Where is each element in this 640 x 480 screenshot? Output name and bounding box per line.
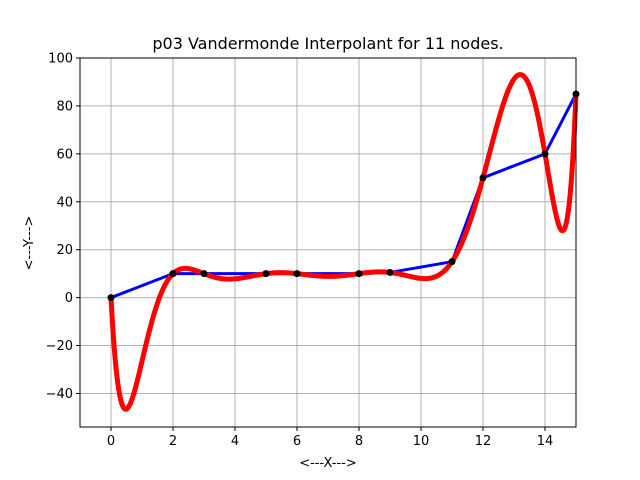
x-tick-label: 0 (107, 434, 115, 449)
interpolant-series-line (108, 72, 579, 412)
x-tick-label: 14 (537, 434, 554, 449)
x-tick-label: 2 (169, 434, 177, 449)
node-point (448, 258, 456, 266)
y-tick-label: 80 (56, 99, 73, 114)
node-point (479, 174, 487, 182)
plot-frame (79, 57, 577, 428)
x-tick-label: 12 (475, 434, 492, 449)
y-tick-label: −40 (46, 387, 73, 402)
node-point (262, 270, 270, 278)
x-tick-label: 6 (293, 434, 301, 449)
ticks: 0 2 4 6 8 10 12 14 −40 −20 0 20 40 60 80 100 (46, 52, 554, 450)
x-axis-label: <---X---> (299, 456, 357, 471)
x-tick-label: 10 (413, 434, 430, 449)
x-tick-label: 4 (231, 434, 239, 449)
grid (80, 57, 576, 427)
y-axis-label: <---Y---> (22, 216, 37, 271)
node-point (386, 268, 394, 276)
chart-title: p03 Vandermonde Interpolant for 11 nodes… (152, 34, 503, 53)
node-point (541, 150, 549, 158)
x-tick-label: 8 (355, 434, 363, 449)
node-point (169, 270, 177, 278)
y-tick-label: 0 (65, 291, 73, 306)
y-tick-label: −20 (46, 339, 73, 354)
y-tick-label: 60 (56, 147, 73, 162)
y-tick-label: 20 (56, 243, 73, 258)
y-tick-label: 100 (48, 52, 73, 67)
node-point (200, 270, 208, 278)
y-tick-label: 40 (56, 195, 73, 210)
node-point (107, 294, 115, 302)
node-point (355, 270, 363, 278)
series-layer (107, 72, 580, 412)
node-point (293, 270, 301, 278)
